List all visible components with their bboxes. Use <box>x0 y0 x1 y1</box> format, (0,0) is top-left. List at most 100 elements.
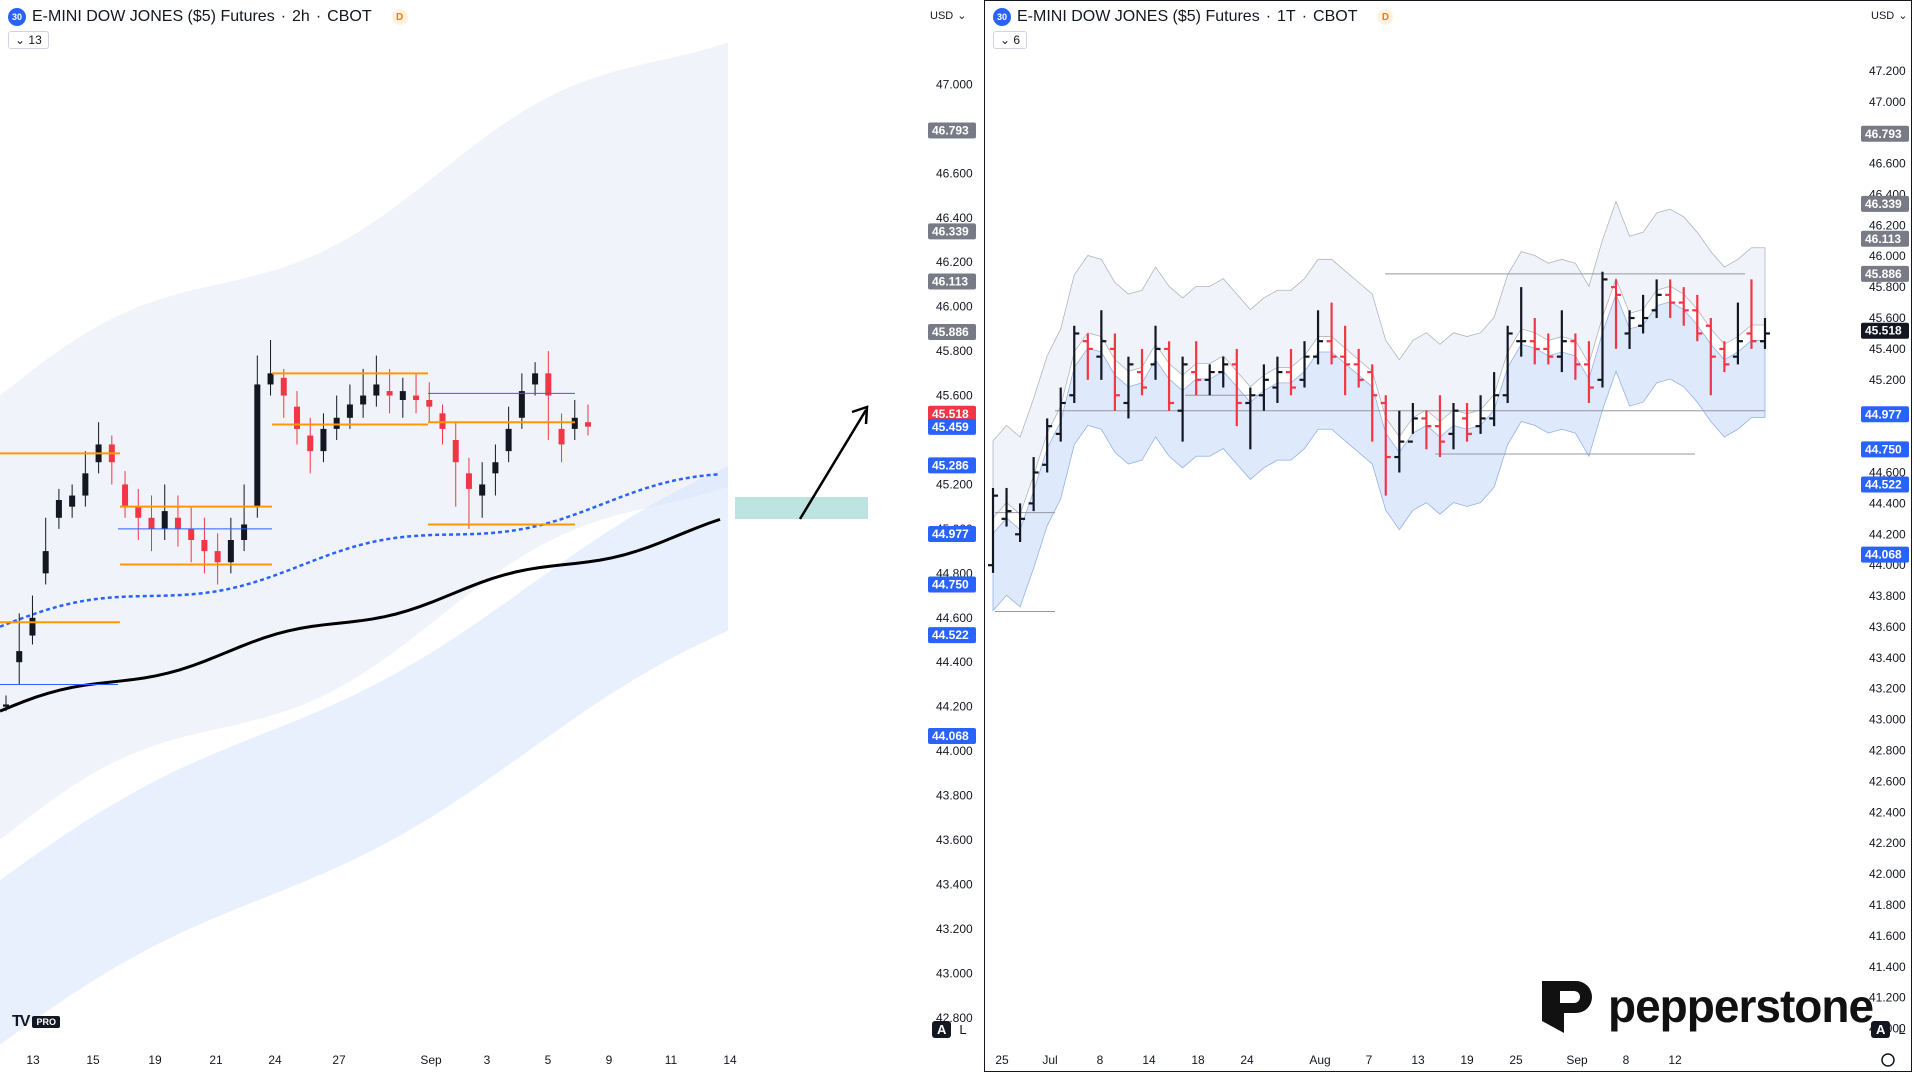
time-axis-tick: 25 <box>1509 1053 1523 1067</box>
right-symbol-header[interactable]: 30 E-MINI DOW JONES ($5) Futures · 1T · … <box>993 8 1394 26</box>
log-scale-button[interactable]: L <box>959 1022 967 1037</box>
price-axis-tick: 41.600 <box>1869 929 1906 943</box>
price-axis-tick: 45.600 <box>936 389 973 403</box>
price-tag-label: 46.339 <box>1865 197 1902 211</box>
right-chart-canvas[interactable]: 47.20047.00046.60046.40046.20046.00045.8… <box>985 0 1913 1072</box>
right-chart-pane[interactable]: 47.200 47.000 46.600 46.400 46.200 46.000 45.8… <box>985 0 1913 1072</box>
title-separator: · <box>1301 8 1308 25</box>
price-tag-label: 44.750 <box>1865 442 1902 456</box>
price-tag-label: 45.459 <box>932 420 969 434</box>
symbol-title[interactable]: E-MINI DOW JONES ($5) Futures <box>1017 8 1260 25</box>
currency-button[interactable]: USD ⌄ <box>930 9 966 23</box>
time-axis-tick: 21 <box>209 1053 223 1067</box>
candle-body <box>214 551 221 563</box>
price-axis-tick: 47.200 <box>1869 64 1906 78</box>
time-axis-tick: 27 <box>332 1053 346 1067</box>
candle-body <box>82 473 89 496</box>
price-axis-tick: 43.200 <box>1869 682 1906 696</box>
currency-button[interactable]: USD ⌄ <box>1871 9 1908 23</box>
candle-body <box>280 377 287 396</box>
left-chart-pane[interactable]: 30 E-MINI DOW JONES ($5) Futures · 2h · … <box>0 0 985 1072</box>
chevron-down-icon: ⌄ <box>15 33 26 47</box>
price-tag-label: 44.750 <box>932 577 969 591</box>
price-axis-tick: 43.200 <box>936 922 973 936</box>
candle-body <box>386 391 393 396</box>
time-axis-tick: 7 <box>1366 1053 1373 1067</box>
indicator-toggle[interactable]: ⌄ 6 <box>993 31 1028 49</box>
symbol-logo-icon: 30 <box>993 8 1011 26</box>
price-tag-label: 44.068 <box>932 729 969 743</box>
auto-scale-button[interactable]: A <box>932 1021 952 1038</box>
candle-body <box>188 528 195 540</box>
price-axis-tick: 42.000 <box>1869 867 1906 881</box>
price-tag-bg <box>928 273 976 290</box>
time-axis-tick: 13 <box>1411 1053 1425 1067</box>
log-scale-button[interactable]: L <box>1898 1022 1906 1037</box>
price-tag-bg <box>1861 230 1909 247</box>
candle-body <box>465 473 472 489</box>
left-chart-canvas[interactable]: 47.000 46.600 46.400 46.200 46.000 45.800 45.6… <box>0 0 985 1072</box>
time-axis-tick: 8 <box>1623 1053 1630 1067</box>
price-tag-bg <box>1861 476 1909 493</box>
time-axis-tick: 15 <box>86 1053 100 1067</box>
tv-logo-mark: TV <box>12 1013 31 1030</box>
price-axis-tick: 41.200 <box>1869 991 1906 1005</box>
candle-body <box>413 395 420 400</box>
price-axis-tick: 44.600 <box>936 611 973 625</box>
price-axis-tick: 41.800 <box>1869 898 1906 912</box>
medium-moving-average-line <box>0 472 721 628</box>
price-axis-tick: 42.800 <box>1869 744 1906 758</box>
indicator-toggle[interactable]: ⌄ 13 <box>8 31 49 49</box>
candle-body <box>174 517 181 529</box>
time-axis-tick: 24 <box>268 1053 282 1067</box>
price-axis-tick: 47.000 <box>1869 95 1906 109</box>
price-tag-label: 46.793 <box>1865 127 1902 141</box>
price-tag-bg <box>928 576 976 593</box>
price-tag-label: 46.113 <box>932 275 968 289</box>
price-tag-bg <box>1861 125 1909 142</box>
delayed-data-badge[interactable]: D <box>1377 9 1394 25</box>
price-tag-bg <box>928 627 976 644</box>
price-axis-tick: 43.000 <box>936 966 973 980</box>
time-axis-tick: 11 <box>665 1053 678 1067</box>
candle-body <box>585 422 591 427</box>
price-tag-label: 45.886 <box>1865 267 1902 281</box>
price-axis-tick: 43.800 <box>936 789 973 803</box>
title-separator: · <box>280 8 287 25</box>
candle-body <box>492 462 499 474</box>
price-axis-tick: 41.400 <box>1869 960 1906 974</box>
time-axis-tick: 24 <box>1240 1053 1254 1067</box>
price-tag-label: 46.113 <box>1865 232 1901 246</box>
delayed-data-badge[interactable]: D <box>391 9 408 25</box>
price-axis-tick: 46.000 <box>936 300 973 314</box>
price-axis-tick: 44.400 <box>936 655 973 669</box>
chevron-down-icon: ⌄ <box>1898 10 1908 22</box>
price-tag-bg <box>928 526 976 542</box>
left-symbol-header[interactable]: 30 E-MINI DOW JONES ($5) Futures · 2h · … <box>8 8 408 26</box>
time-axis-tick: Jul <box>1042 1053 1057 1067</box>
price-tag-label: 45.886 <box>932 325 969 339</box>
time-axis-tick: 13 <box>26 1053 40 1067</box>
candle-body <box>452 440 459 463</box>
interval-label[interactable]: 1T <box>1277 8 1296 25</box>
price-tag-bg <box>928 405 976 422</box>
interval-label[interactable]: 2h <box>292 8 310 25</box>
price-axis-tick: 43.400 <box>1869 651 1906 665</box>
price-tag-label: 45.518 <box>932 407 969 421</box>
auto-scale-button[interactable]: A <box>1871 1021 1891 1038</box>
settings-gear-icon[interactable] <box>1881 1053 1895 1067</box>
price-tag-bg <box>1861 441 1909 458</box>
candle-body <box>201 540 208 552</box>
candle-body <box>227 540 234 563</box>
price-axis-tick: 44.200 <box>936 700 973 714</box>
candle-body <box>267 373 274 385</box>
candle-body <box>558 428 565 445</box>
target-zone <box>735 497 868 519</box>
tv-pro-badge: PRO <box>32 1016 60 1028</box>
tradingview-logo: TV PRO <box>12 1013 60 1031</box>
symbol-title[interactable]: E-MINI DOW JONES ($5) Futures <box>32 8 275 25</box>
candle-body <box>135 506 142 518</box>
price-tag-bg <box>1861 406 1909 423</box>
price-axis-tick: 43.600 <box>1869 620 1906 634</box>
projection-arrow-head <box>851 405 869 425</box>
